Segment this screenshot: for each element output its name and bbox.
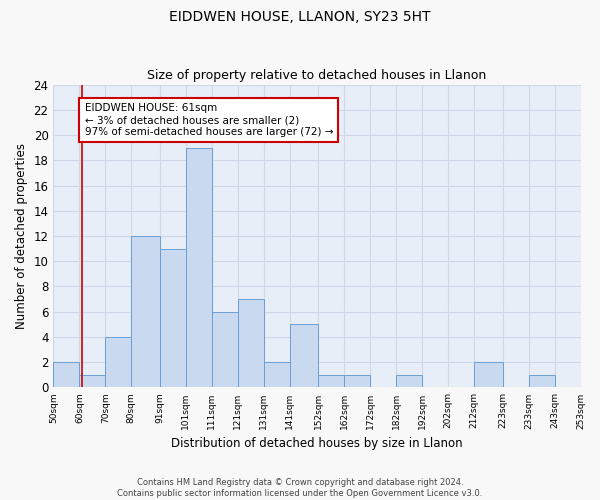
Bar [318,375,344,388]
Bar [264,362,290,388]
Bar [396,375,422,388]
Text: EIDDWEN HOUSE: 61sqm
← 3% of detached houses are smaller (2)
97% of semi-detache: EIDDWEN HOUSE: 61sqm ← 3% of detached ho… [85,104,333,136]
Bar [79,375,106,388]
Bar [160,248,186,388]
Bar [529,375,554,388]
Bar [53,362,79,388]
Bar [131,236,160,388]
Title: Size of property relative to detached houses in Llanon: Size of property relative to detached ho… [148,69,487,82]
Bar [290,324,318,388]
Text: EIDDWEN HOUSE, LLANON, SY23 5HT: EIDDWEN HOUSE, LLANON, SY23 5HT [169,10,431,24]
Bar [238,299,264,388]
Y-axis label: Number of detached properties: Number of detached properties [15,143,28,329]
Bar [186,148,212,388]
Bar [106,337,131,388]
Bar [212,312,238,388]
Text: Contains HM Land Registry data © Crown copyright and database right 2024.
Contai: Contains HM Land Registry data © Crown c… [118,478,482,498]
X-axis label: Distribution of detached houses by size in Llanon: Distribution of detached houses by size … [171,437,463,450]
Bar [474,362,503,388]
Bar [344,375,370,388]
